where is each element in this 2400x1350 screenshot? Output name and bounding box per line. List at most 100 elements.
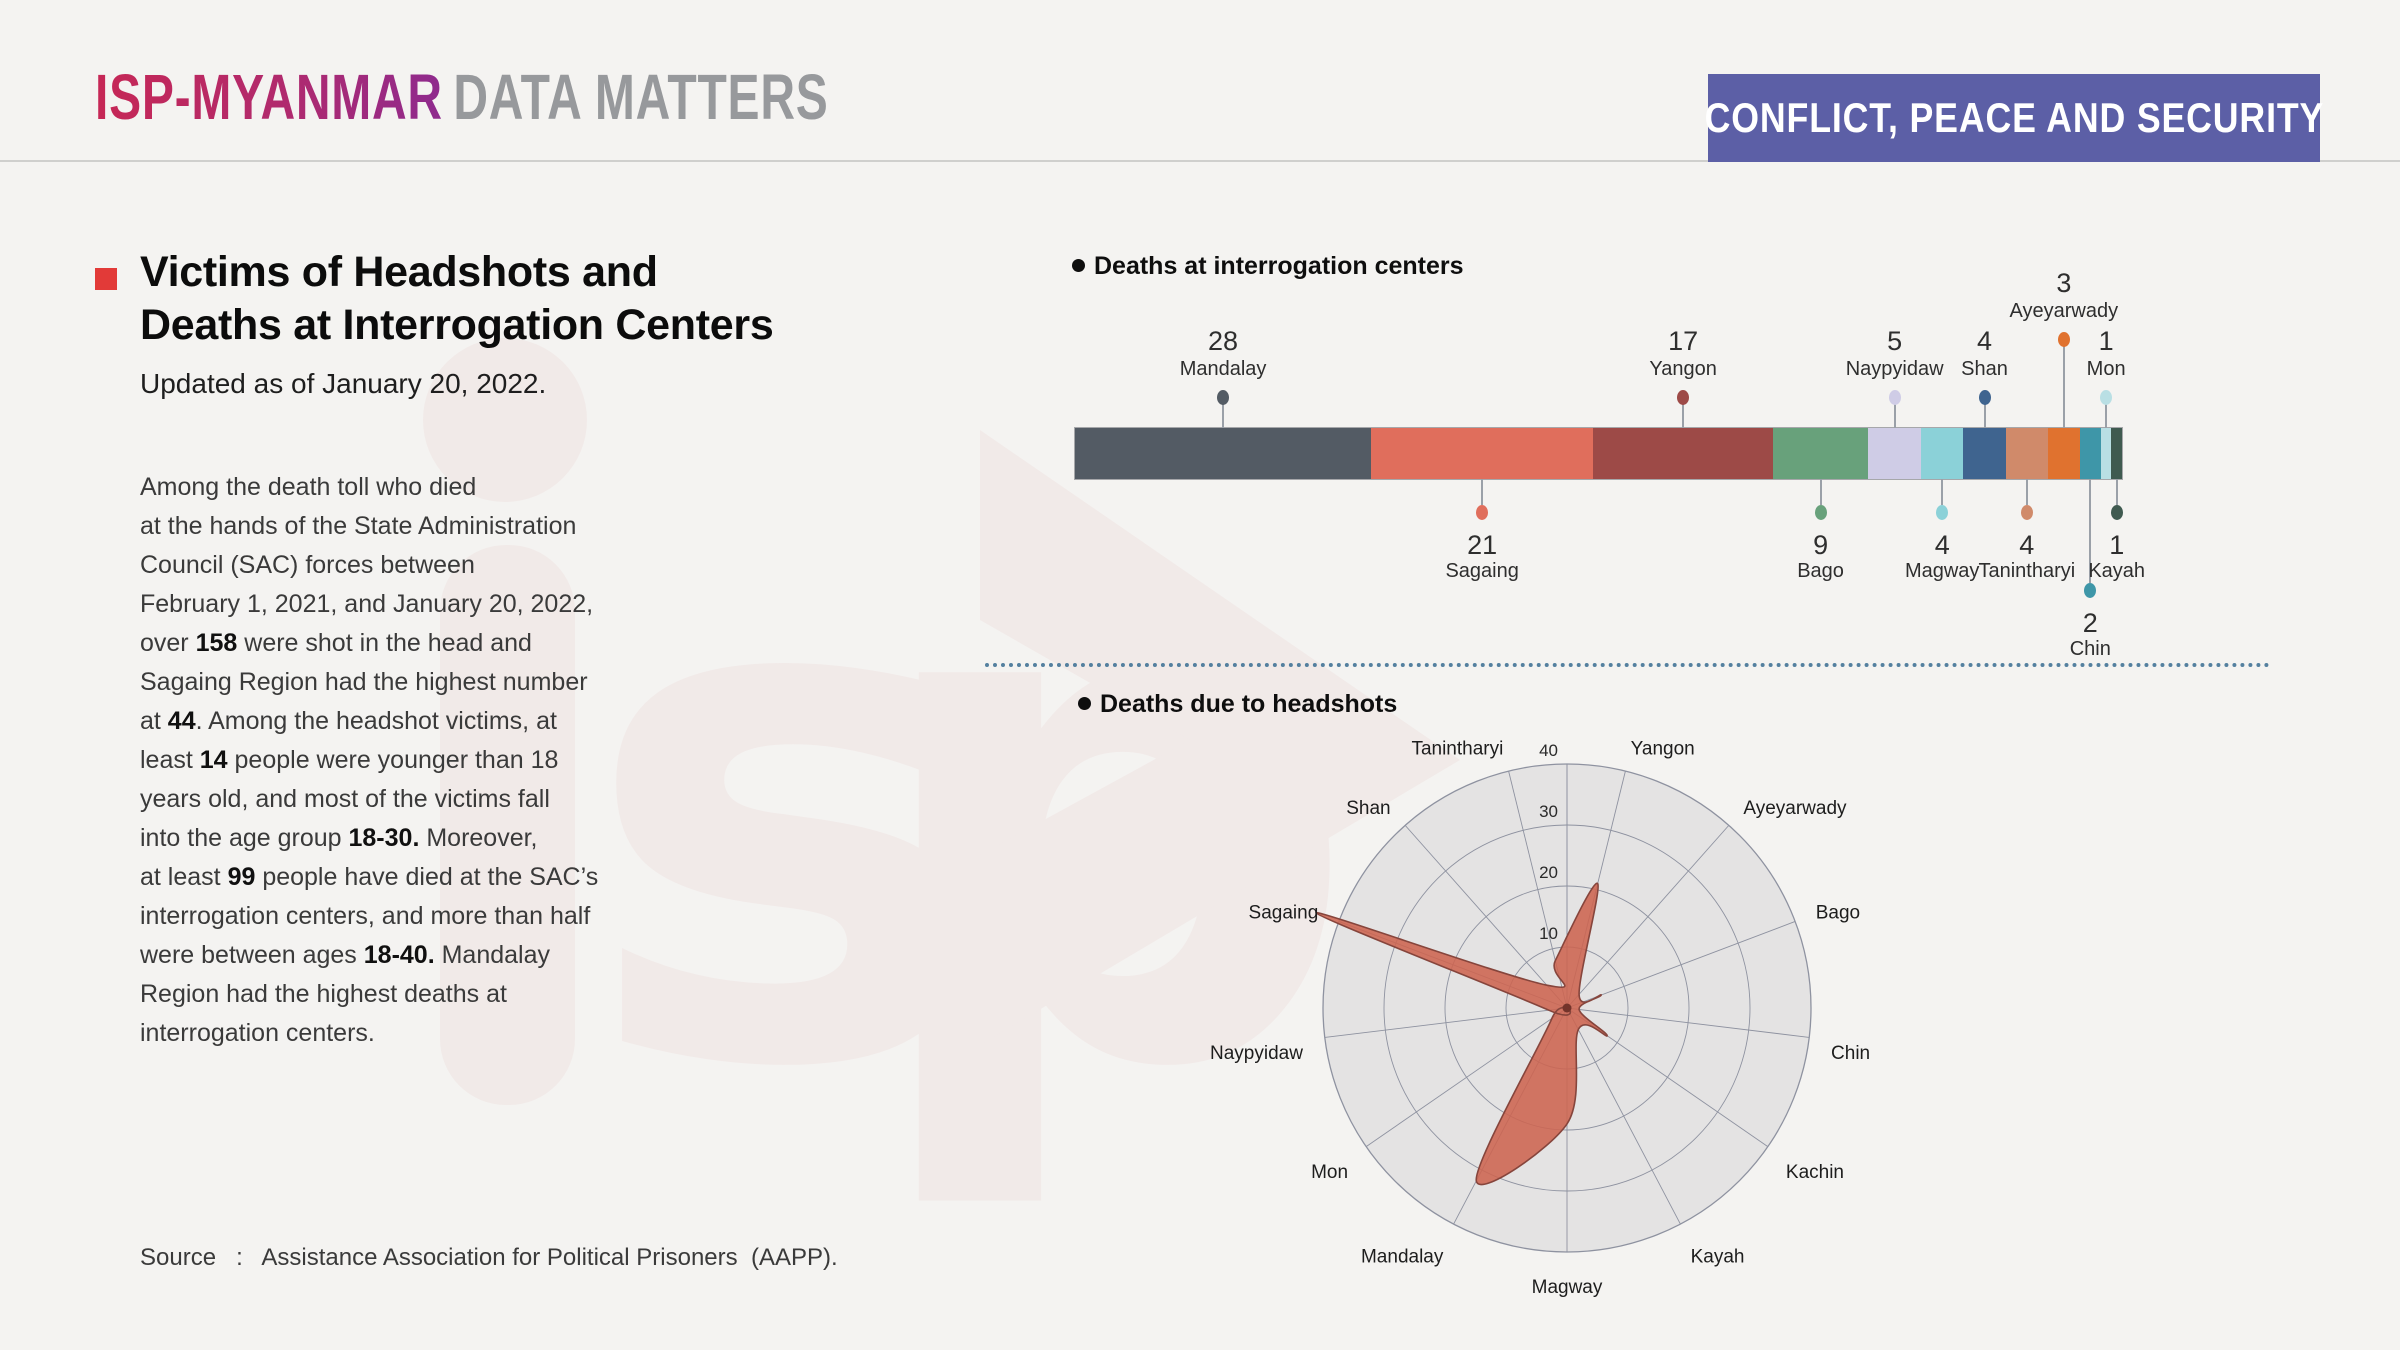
bar-region-label: Mon	[2086, 358, 2126, 380]
bar-label-dot	[1677, 390, 1690, 405]
bar-label-connector	[1893, 404, 1896, 428]
bar-segment-tanintharyi	[2005, 428, 2048, 479]
paragraph-line: interrogation centers, and more than hal…	[140, 897, 700, 936]
source-label: Source	[140, 1244, 217, 1271]
page-title-line1: Victims of Headshots and	[140, 248, 658, 296]
bar-region-label: Naypyidaw	[1845, 358, 1944, 380]
bar-segment-yangon	[1593, 428, 1773, 479]
bar-segment-magway	[1921, 428, 1964, 479]
highlight-number: 18-40.	[363, 941, 435, 969]
bar-value-label: 9	[1813, 530, 1829, 560]
radar-region-label: Kachin	[1786, 1162, 1844, 1183]
paragraph-line: Sagaing Region had the highest number	[140, 663, 700, 702]
bar-segment-chin	[2079, 428, 2101, 479]
bar-label-dot	[2100, 390, 2113, 405]
paragraph-text: Mandalay	[434, 941, 551, 969]
title-bullet-square	[95, 268, 117, 290]
radar-region-label: Bago	[1816, 903, 1860, 924]
updated-date: Updated as of January 20, 2022.	[140, 368, 547, 399]
paragraph-text: into the age group	[140, 824, 349, 852]
paragraph-line: were between ages 18-40. Mandalay	[140, 936, 700, 975]
paragraph-text: at the hands of the State Administration	[140, 512, 577, 540]
paragraph-text: Council (SAC) forces between	[140, 551, 475, 579]
bar-region-label: Bago	[1797, 560, 1844, 582]
paragraph-line: least 14 people were younger than 18	[140, 741, 700, 780]
bar-value-label: 1	[2098, 326, 2114, 356]
radar-spoke	[1365, 1007, 1568, 1147]
paragraph-text: were shot in the head and	[237, 629, 532, 657]
bar-label-dot	[1217, 390, 1230, 405]
paragraph-text: least	[140, 746, 200, 774]
bar-value-label: 28	[1208, 326, 1239, 356]
bar-label-connector	[1941, 479, 1944, 505]
source-line: Source : Assistance Association for Poli…	[140, 1244, 838, 1272]
radar-region-label: Magway	[1532, 1277, 1603, 1298]
bar-value-label: 3	[2056, 268, 2072, 298]
bar-label-dot	[1936, 505, 1949, 520]
bar-chart-title: Deaths at interrogation centers	[1072, 252, 1464, 281]
bar-value-label: 21	[1467, 530, 1498, 560]
bar-label-dot	[1476, 505, 1489, 520]
highlight-number: 14	[199, 746, 228, 774]
bar-label-connector	[2115, 479, 2118, 505]
header-divider-line	[0, 160, 2400, 162]
bar-label-connector	[2062, 346, 2065, 428]
bar-region-label: Kayah	[2088, 560, 2146, 582]
bar-region-label: Ayeyarwady	[2009, 300, 2119, 322]
bar-value-label: 5	[1887, 326, 1903, 356]
radar-spoke	[1324, 1007, 1568, 1038]
paragraph-text: at	[140, 707, 168, 735]
masthead: ISP-MYANMAR DATA MATTERS	[95, 60, 1073, 134]
bar-segment-mandalay	[1075, 428, 1372, 479]
paragraph-line: at 44. Among the headshot victims, at	[140, 702, 700, 741]
paragraph-text: February 1, 2021, and January 20, 2022,	[140, 590, 594, 618]
radar-region-label: Shan	[1346, 798, 1390, 819]
paragraph-text: people have died at the SAC’s	[255, 863, 599, 891]
bar-label-connector	[2089, 479, 2092, 583]
bullet-dot-icon	[1072, 258, 1085, 272]
bar-value-label: 1	[2109, 530, 2125, 560]
bar-label-dot	[2057, 332, 2070, 347]
brand-logo-text: ISP-MYANMAR	[95, 61, 443, 133]
radar-tick-label: 40	[1539, 741, 1558, 760]
bar-value-label: 4	[1934, 530, 1950, 560]
radar-spoke	[1566, 825, 1730, 1009]
radar-region-label: Mandalay	[1361, 1247, 1444, 1268]
radar-region-label: Kayah	[1691, 1247, 1745, 1268]
bar-label-connector	[2105, 404, 2108, 428]
radar-spoke	[1404, 825, 1568, 1009]
bullet-dot-icon	[1078, 696, 1091, 710]
paragraph-text: Moreover,	[419, 824, 538, 852]
highlight-number: 158	[195, 629, 238, 657]
radar-spoke	[1566, 1007, 1681, 1225]
bar-region-label: Chin	[2069, 638, 2111, 660]
bar-label-dot	[1888, 390, 1901, 405]
bar-label-dot	[2110, 505, 2123, 520]
bar-label-connector	[1819, 479, 1822, 505]
radar-tick-label: 20	[1539, 863, 1558, 882]
paragraph-text: interrogation centers, and more than hal…	[140, 902, 591, 930]
bar-region-label: Shan	[1961, 358, 2008, 380]
bar-label-connector	[2025, 479, 2028, 505]
paragraph-line: February 1, 2021, and January 20, 2022,	[140, 585, 700, 624]
bar-segment-mon	[2100, 428, 2112, 479]
source-spacer	[243, 1244, 262, 1271]
radar-region-label: Mon	[1311, 1162, 1348, 1183]
radar-chart-title: Deaths due to headshots	[1078, 690, 1397, 719]
bar-value-label: 17	[1668, 326, 1699, 356]
paragraph-text: interrogation centers.	[140, 1019, 375, 1047]
paragraph-text: Among the death toll who died	[140, 473, 477, 501]
radar-tick-label: 10	[1539, 924, 1558, 943]
paragraph-text: Region had the highest deaths at	[140, 980, 507, 1008]
paragraph-line: Council (SAC) forces between	[140, 546, 700, 585]
radar-region-label: Sagaing	[1249, 903, 1319, 924]
bar-segment-sagaing	[1371, 428, 1594, 479]
bar-region-label: Mandalay	[1179, 358, 1267, 380]
category-badge: CONFLICT, PEACE AND SECURITY	[1704, 74, 2323, 162]
radar-data-shape	[1315, 882, 1609, 1186]
page-title: Victims of Headshots and Deaths at Inter…	[140, 246, 774, 352]
radar-spoke	[1566, 1007, 1810, 1038]
paragraph-line: Region had the highest deaths at	[140, 975, 700, 1014]
paragraph-text: over	[140, 629, 196, 657]
